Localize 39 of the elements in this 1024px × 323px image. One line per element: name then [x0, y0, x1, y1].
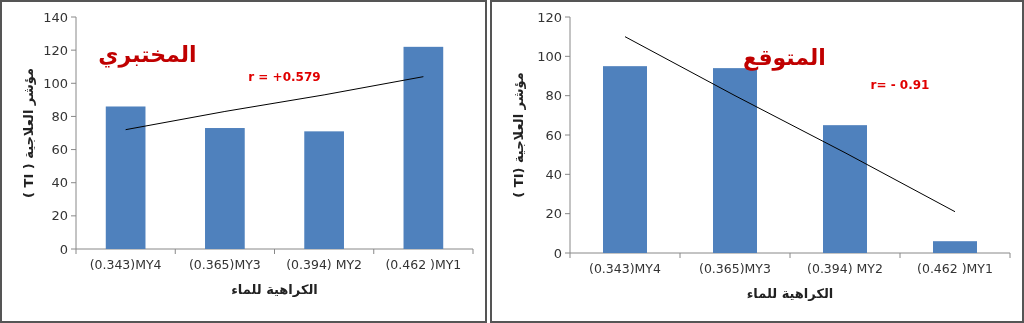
bar	[105, 106, 146, 249]
x-tick-label: (0.394) MY2	[286, 257, 363, 272]
x-tick-label: (0.462 )MY1	[385, 257, 462, 272]
y-axis-title: مؤشر العلاجية (TI )	[510, 72, 526, 198]
x-tick-label: (0.394) MY2	[807, 261, 883, 276]
y-tick-label: 80	[545, 88, 562, 104]
y-tick-label: 140	[43, 9, 68, 25]
bar	[823, 125, 867, 253]
bar	[603, 66, 647, 253]
y-tick-label: 100	[43, 75, 68, 91]
y-tick-label: 120	[43, 42, 68, 58]
bar	[205, 128, 245, 249]
x-tick-label: (0.462 )MY1	[917, 261, 993, 276]
bar	[933, 241, 977, 253]
x-tick-label: (0.365)MY3	[699, 261, 771, 276]
annotation: r= - 0.91	[870, 78, 930, 93]
y-tick-label: 120	[537, 9, 562, 25]
line-series	[624, 36, 956, 213]
y-tick-label: 40	[51, 175, 68, 191]
y-tick-label: 20	[51, 208, 68, 224]
y-tick-label: 60	[545, 127, 562, 143]
text: المختبري	[98, 41, 197, 68]
x-tick-label: (0.343)MY4	[589, 261, 661, 276]
bar	[403, 46, 444, 249]
y-tick-label: 20	[545, 206, 562, 222]
y-tick-label: 80	[51, 108, 68, 124]
y-tick-label: 0	[59, 241, 68, 257]
bar	[304, 131, 344, 249]
x-tick-label: (0.343)MY4	[89, 257, 162, 272]
x-axis-title: الكراهية للماء	[231, 282, 318, 297]
text: المتوقع	[743, 44, 826, 71]
y-tick-label: 40	[545, 166, 562, 182]
x-tick-label: (0.365)MY3	[188, 257, 261, 272]
y-tick-label: 0	[553, 245, 562, 261]
x-axis-title: الكراهية للماء	[746, 286, 834, 301]
annotation: r = +0.579	[248, 70, 321, 85]
y-tick-label: 100	[537, 48, 562, 64]
y-tick-label: 60	[51, 142, 68, 158]
y-axis-title: مؤشر العلاجية ( TI )	[20, 68, 36, 198]
